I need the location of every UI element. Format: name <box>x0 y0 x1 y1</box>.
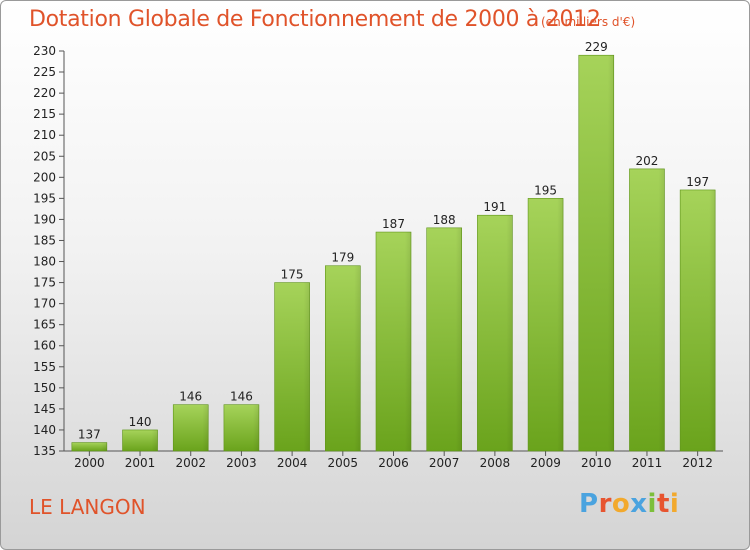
data-label: 195 <box>534 183 557 197</box>
x-tick-label: 2011 <box>632 456 663 470</box>
y-tick-label: 150 <box>33 381 56 395</box>
x-tick-label: 2002 <box>175 456 206 470</box>
y-tick-label: 145 <box>33 402 56 416</box>
x-tick-label: 2005 <box>328 456 359 470</box>
data-label: 187 <box>382 217 405 231</box>
bar-shade-2007 <box>455 227 462 451</box>
data-label: 146 <box>230 390 253 404</box>
data-label: 146 <box>179 390 202 404</box>
x-tick-label: 2010 <box>581 456 612 470</box>
data-label: 197 <box>686 175 709 189</box>
y-tick-label: 230 <box>33 44 56 58</box>
bar-shade-2001 <box>151 429 158 451</box>
y-tick-label: 225 <box>33 65 56 79</box>
bar-shade-2008 <box>506 215 513 451</box>
y-tick-label: 215 <box>33 107 56 121</box>
bar-shade-2009 <box>557 198 564 451</box>
x-tick-label: 2001 <box>125 456 156 470</box>
x-tick-label: 2012 <box>682 456 713 470</box>
y-tick-label: 200 <box>33 170 56 184</box>
y-tick-label: 175 <box>33 276 56 290</box>
bar-shade-2006 <box>405 232 411 451</box>
data-label: 188 <box>433 213 456 227</box>
chart-unit: (en milliers d'€) <box>541 15 636 29</box>
y-tick-label: 205 <box>33 149 56 163</box>
x-tick-label: 2004 <box>277 456 308 470</box>
y-tick-label: 135 <box>33 444 56 458</box>
data-label: 229 <box>585 40 608 54</box>
bar-shade-2002 <box>202 404 209 451</box>
y-tick-label: 155 <box>33 360 56 374</box>
y-tick-label: 180 <box>33 255 56 269</box>
y-tick-label: 160 <box>33 339 56 353</box>
chart-title: Dotation Globale de Fonctionnement de 20… <box>29 7 601 32</box>
data-label: 175 <box>281 268 304 282</box>
bar-shade-2010 <box>607 55 614 452</box>
bar-shade-2005 <box>354 265 361 451</box>
x-tick-label: 2000 <box>74 456 105 470</box>
y-tick-label: 140 <box>33 423 56 437</box>
place-name: LE LANGON <box>29 495 146 519</box>
data-label: 179 <box>331 251 354 265</box>
y-tick-label: 210 <box>33 128 56 142</box>
data-label: 140 <box>129 415 152 429</box>
data-label: 191 <box>483 200 506 214</box>
y-tick-label: 165 <box>33 318 56 332</box>
x-tick-label: 2006 <box>378 456 409 470</box>
proxiti-logo[interactable]: Proxiti <box>579 489 680 519</box>
bar-shade-2003 <box>252 404 259 451</box>
y-tick-label: 220 <box>33 86 56 100</box>
bar-shade-2000 <box>100 442 107 451</box>
y-tick-label: 190 <box>33 212 56 226</box>
bar-shade-2011 <box>658 168 665 452</box>
x-tick-label: 2007 <box>429 456 460 470</box>
x-tick-label: 2008 <box>480 456 511 470</box>
data-label: 202 <box>636 154 659 168</box>
x-tick-label: 2003 <box>226 456 257 470</box>
data-label: 137 <box>78 428 101 442</box>
y-tick-label: 195 <box>33 191 56 205</box>
y-tick-label: 170 <box>33 297 56 311</box>
y-tick-label: 185 <box>33 233 56 247</box>
bar-shade-2012 <box>709 189 716 451</box>
x-tick-label: 2009 <box>530 456 561 470</box>
bar-shade-2004 <box>303 282 310 451</box>
